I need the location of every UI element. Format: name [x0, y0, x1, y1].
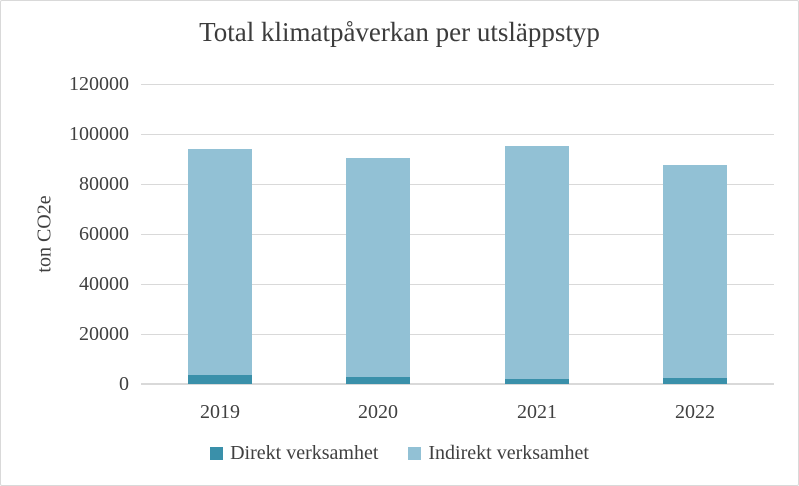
y-tick-label: 40000: [79, 273, 129, 295]
x-tick-label: 2019: [200, 401, 240, 423]
gridline: [141, 284, 774, 285]
x-tick-label: 2022: [675, 401, 715, 423]
bar-indirekt-verksamhet: [505, 146, 569, 379]
bar-indirekt-verksamhet: [188, 149, 252, 375]
gridline: [141, 234, 774, 235]
y-tick-label: 0: [119, 373, 129, 395]
gridline: [141, 184, 774, 185]
gridline: [141, 134, 774, 135]
y-tick-label: 20000: [79, 323, 129, 345]
x-tick-label: 2020: [358, 401, 398, 423]
bar-indirekt-verksamhet: [663, 165, 727, 378]
x-axis-line: [141, 383, 774, 385]
x-tick-label: 2021: [517, 401, 557, 423]
bar-direkt-verksamhet: [346, 377, 410, 384]
y-tick-label: 80000: [79, 173, 129, 195]
legend-item: Direkt verksamhet: [210, 442, 378, 465]
chart-title: Total klimatpåverkan per utsläppstyp: [199, 17, 600, 47]
legend: Direkt verksamhet Indirekt verksamhet: [1, 442, 798, 465]
legend-swatch: [408, 447, 422, 460]
bar-direkt-verksamhet: [188, 375, 252, 384]
legend-swatch: [210, 447, 224, 460]
y-tick-label: 60000: [79, 223, 129, 245]
bar-direkt-verksamhet: [663, 378, 727, 384]
legend-label: Direkt verksamhet: [230, 442, 379, 464]
gridline: [141, 334, 774, 335]
bar-direkt-verksamhet: [505, 378, 569, 384]
gridline: [141, 84, 774, 85]
legend-label: Indirekt verksamhet: [428, 442, 589, 464]
y-tick-label: 120000: [69, 73, 129, 95]
y-tick-label: 100000: [69, 123, 129, 145]
bar-indirekt-verksamhet: [346, 158, 410, 377]
legend-item: Indirekt verksamhet: [408, 442, 589, 465]
